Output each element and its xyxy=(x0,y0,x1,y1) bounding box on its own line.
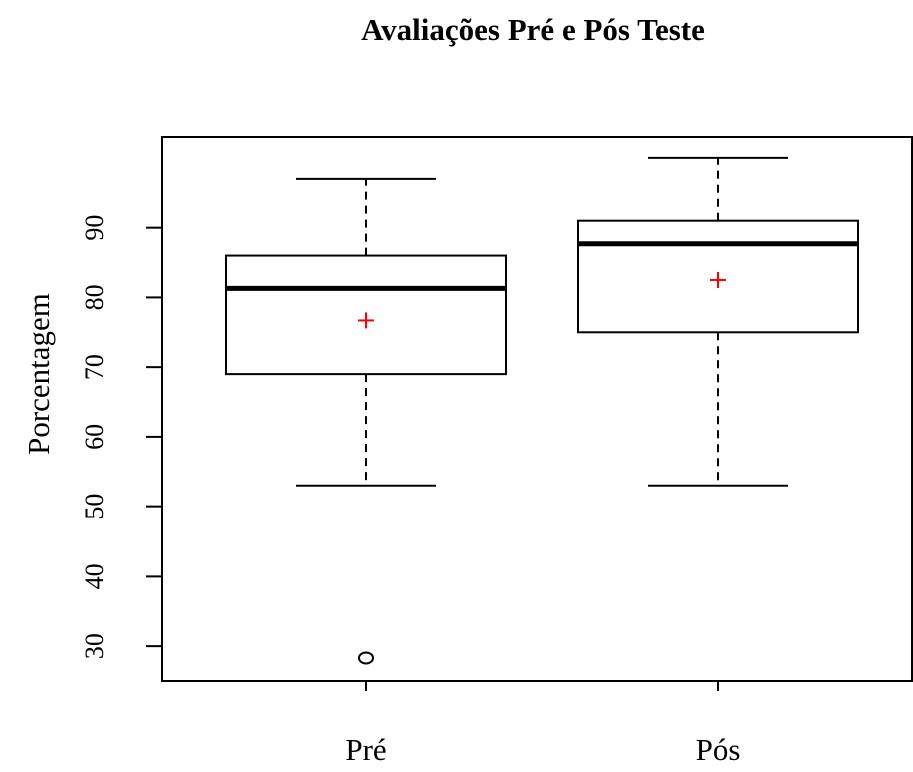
plot-area-frame xyxy=(161,136,913,682)
x-tick-label: Pré xyxy=(345,732,386,767)
y-tick-label: 70 xyxy=(80,354,109,380)
mean-marker xyxy=(358,312,374,329)
y-tick-label: 60 xyxy=(80,424,109,450)
boxplot-pos xyxy=(577,156,859,487)
box-series xyxy=(225,156,859,665)
y-axis: 30 40 50 60 70 80 90 xyxy=(80,215,162,659)
mean-marker xyxy=(710,271,726,288)
x-axis: Pré Pós xyxy=(345,681,740,767)
x-tick-label: Pós xyxy=(696,732,741,767)
y-tick-label: 90 xyxy=(80,215,109,241)
y-tick-label: 80 xyxy=(80,284,109,310)
y-tick-label: 40 xyxy=(80,563,109,589)
y-tick-label: 50 xyxy=(80,494,109,520)
boxplot-pre xyxy=(225,177,507,665)
y-axis-label: Porcentagem xyxy=(21,293,56,455)
outlier-point xyxy=(358,651,374,665)
chart-title: Avaliações Pré e Pós Teste xyxy=(361,12,705,47)
y-tick-label: 30 xyxy=(80,633,109,659)
